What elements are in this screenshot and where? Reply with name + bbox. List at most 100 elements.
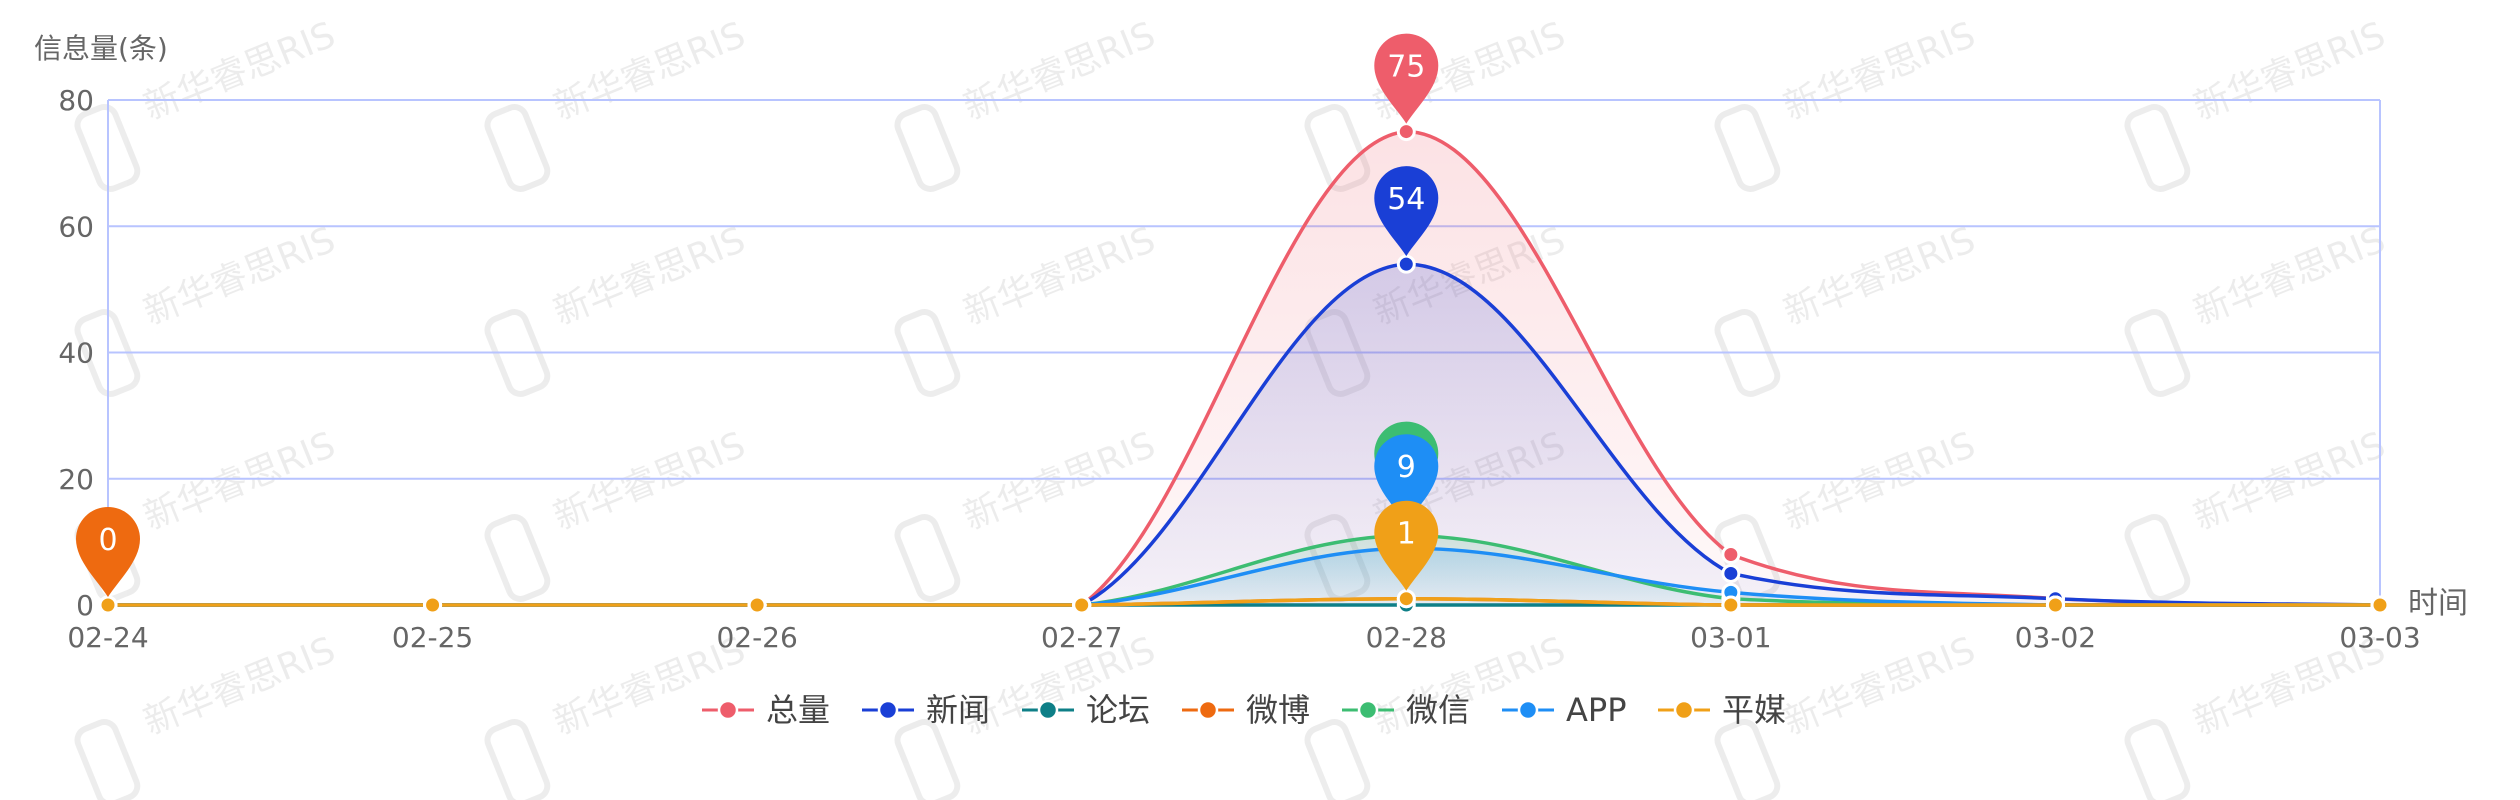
legend-item[interactable]: 微信 — [1342, 691, 1470, 729]
watermark-text: 新华睿思RIS — [138, 219, 341, 333]
watermark-text: 新华睿思RIS — [958, 424, 1161, 538]
series-area — [108, 131, 2380, 605]
legend-item[interactable]: 论坛 — [1022, 691, 1150, 729]
y-axis: 0 20 40 60 80 — [58, 84, 94, 622]
marker-pin-label: 54 — [1387, 182, 1425, 217]
marker-pin-label: 0 — [98, 523, 117, 558]
data-point[interactable] — [1721, 563, 1741, 583]
watermark: 新华睿思RIS — [1714, 14, 1981, 192]
watermark: 新华睿思RIS — [484, 14, 751, 192]
legend: 总量 新闻 论坛 微博 微信 APP 平媒 — [702, 691, 1786, 729]
legend-swatch-dot — [717, 699, 739, 721]
legend-swatch-dot — [1517, 699, 1539, 721]
y-tick-label: 80 — [58, 84, 94, 117]
watermark-text: 新华睿思RIS — [138, 424, 341, 538]
legend-item[interactable]: 微博 — [1182, 691, 1310, 729]
watermark: 新华睿思RIS — [484, 424, 751, 602]
data-point[interactable] — [98, 595, 118, 615]
data-point[interactable] — [1396, 122, 1416, 142]
x-axis-label: 时间 — [2408, 586, 2468, 621]
marker-pin: 1 — [1374, 500, 1439, 591]
marker-pin-shape — [1374, 166, 1439, 257]
marker-pin-shape — [1374, 500, 1439, 591]
marker-pin: 0 — [76, 507, 140, 597]
marker-pin-shape — [1374, 434, 1439, 525]
watermark-text: 新华睿思RIS — [2188, 14, 2391, 128]
legend-label: 总量 — [766, 691, 830, 729]
x-tick-label: 03-02 — [2015, 621, 2096, 654]
y-tick-label: 40 — [58, 337, 94, 370]
watermark-text: 新华睿思RIS — [138, 629, 341, 743]
marker-pin: 54 — [1374, 166, 1439, 257]
data-point[interactable] — [1396, 254, 1416, 274]
legend-label: 平媒 — [1722, 691, 1786, 729]
data-point[interactable] — [747, 595, 767, 615]
legend-item[interactable]: 新闻 — [862, 691, 990, 729]
data-point[interactable] — [1072, 595, 1092, 615]
marker-pin-shape — [76, 507, 140, 597]
marker-pin: 75 — [1374, 33, 1439, 124]
x-tick-label: 02-27 — [1041, 621, 1122, 654]
legend-item[interactable]: 平媒 — [1658, 691, 1786, 729]
legend-label: APP — [1566, 691, 1626, 729]
marker-pins: 0 75 54 9 1 — [76, 33, 1439, 597]
x-tick-label: 02-24 — [67, 621, 148, 654]
data-point[interactable] — [2045, 595, 2065, 615]
legend-label: 论坛 — [1086, 691, 1150, 729]
y-tick-label: 0 — [76, 589, 94, 622]
watermark-text: 新华睿思RIS — [958, 14, 1161, 128]
x-tick-label: 02-28 — [1366, 621, 1447, 654]
legend-label: 微信 — [1406, 691, 1470, 729]
watermark: 新华睿思RIS — [74, 629, 341, 800]
legend-swatch-dot — [1037, 699, 1059, 721]
legend-item[interactable]: APP — [1502, 691, 1626, 729]
legend-item[interactable]: 总量 — [702, 691, 830, 729]
watermark-text: 新华睿思RIS — [2188, 424, 2391, 538]
x-tick-label: 03-03 — [2339, 621, 2420, 654]
series-areas — [108, 131, 2380, 605]
legend-swatch-dot — [877, 699, 899, 721]
marker-pin-shape — [1374, 33, 1439, 124]
watermark: 新华睿思RIS — [484, 219, 751, 397]
series-area — [108, 548, 2380, 605]
data-point[interactable] — [1721, 595, 1741, 615]
marker-pin-label: 1 — [1397, 517, 1416, 552]
watermark-text: 新华睿思RIS — [958, 219, 1161, 333]
marker-pin: 9 — [1374, 434, 1439, 525]
watermark: 新华睿思RIS — [894, 219, 1161, 397]
watermark: 新华睿思RIS — [2124, 219, 2391, 397]
data-point[interactable] — [1721, 545, 1741, 564]
y-axis-label: 信息量(条) — [34, 32, 168, 65]
legend-swatch-dot — [1673, 699, 1695, 721]
watermark-text: 新华睿思RIS — [2188, 219, 2391, 333]
legend-swatch-dot — [1197, 699, 1219, 721]
data-point[interactable] — [2370, 595, 2390, 615]
series-line — [108, 596, 2381, 607]
x-tick-label: 02-25 — [392, 621, 473, 654]
watermark: 新华睿思RIS — [74, 219, 341, 397]
watermark-text: 新华睿思RIS — [548, 219, 751, 333]
watermark-text: 新华睿思RIS — [1778, 14, 1981, 128]
watermark-text: 新华睿思RIS — [1778, 424, 1981, 538]
watermark-text: 新华睿思RIS — [138, 14, 341, 128]
data-point[interactable] — [423, 595, 443, 615]
y-tick-label: 60 — [58, 210, 94, 243]
data-point[interactable] — [1396, 589, 1416, 609]
x-axis: 02-24 02-25 02-26 02-27 02-28 03-01 03-02 03-03 — [67, 604, 2421, 654]
watermark: 新华睿思RIS — [1714, 219, 1981, 397]
x-tick-label: 03-01 — [1690, 621, 1771, 654]
watermark: 新华睿思RIS — [2124, 14, 2391, 192]
legend-label: 微博 — [1246, 691, 1310, 729]
marker-pin-label: 9 — [1397, 450, 1416, 485]
y-tick-label: 20 — [58, 463, 94, 496]
legend-swatch-dot — [1357, 699, 1379, 721]
watermark-text: 新华睿思RIS — [548, 14, 751, 128]
watermark: 新华睿思RIS — [2124, 424, 2391, 602]
watermark: 新华睿思RIS — [2124, 629, 2391, 800]
x-tick-label: 02-26 — [716, 621, 797, 654]
marker-pin-label: 75 — [1387, 50, 1425, 85]
watermark-text: 新华睿思RIS — [1778, 219, 1981, 333]
series-area — [108, 535, 2380, 605]
